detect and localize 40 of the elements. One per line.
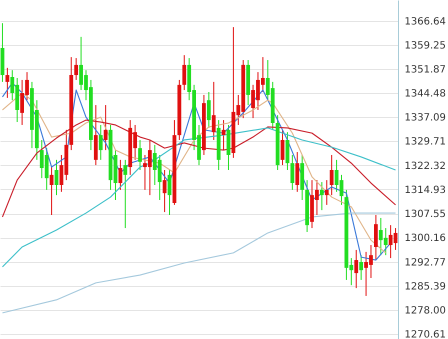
y-tick-label: 1300.16 [404, 233, 446, 244]
line-series [2, 212, 396, 314]
candlestick [374, 214, 378, 261]
candlestick [182, 54, 186, 91]
y-tick-label: 1329.71 [404, 136, 446, 148]
candlestick [330, 154, 334, 196]
candlestick [212, 81, 216, 140]
candlestick [359, 254, 364, 280]
candlestick [74, 58, 78, 80]
y-tick-label: 1322.32 [404, 160, 446, 172]
y-tick-label: 1359.25 [404, 40, 446, 52]
candlestick [168, 169, 172, 216]
candlestick [54, 159, 58, 196]
candlestick [290, 154, 294, 190]
candlestick [118, 159, 122, 190]
candlestick [104, 104, 108, 151]
candlestick [286, 132, 290, 170]
candlestick [354, 249, 358, 289]
candlestick [5, 67, 10, 98]
line-series [2, 120, 396, 218]
candlestick [222, 120, 226, 151]
y-tick-label: 1337.09 [404, 112, 446, 124]
candlestick [295, 152, 300, 192]
y-tick-label: 1278.00 [404, 305, 446, 316]
y-tick-label: 1314.93 [404, 184, 446, 196]
candlestick [280, 129, 284, 166]
candlestick [162, 169, 167, 213]
candlestick [123, 159, 128, 229]
candlestick [206, 92, 211, 128]
y-tick-label: 1270.61 [404, 330, 446, 339]
candlestick [98, 124, 103, 160]
y-tick-label: 1344.48 [404, 88, 446, 100]
y-tick-label: 1292.77 [404, 257, 446, 268]
y-tick-label: 1307.55 [404, 209, 446, 220]
candlestick [138, 139, 142, 170]
candlestick [50, 166, 54, 216]
y-tick-label: 1366.64 [404, 16, 446, 28]
line-series [2, 127, 396, 268]
y-tick-label: 1351.87 [404, 64, 446, 76]
y-tick-label: 1285.39 [404, 281, 446, 292]
